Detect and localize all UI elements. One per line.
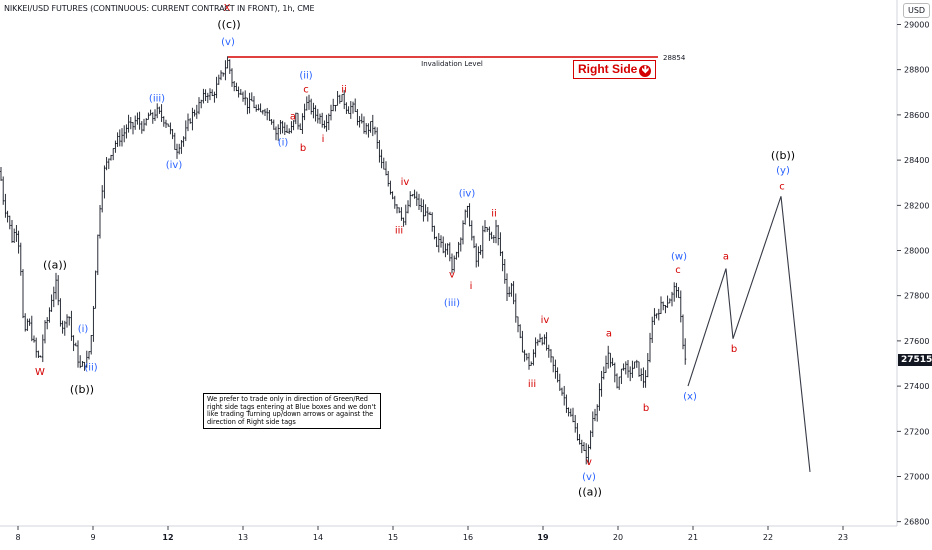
wave-label: b bbox=[643, 403, 649, 414]
wave-label: (iii) bbox=[149, 93, 165, 104]
wave-label: v bbox=[586, 457, 592, 468]
time-tick-label: 15 bbox=[388, 533, 398, 542]
trading-note: We prefer to trade only in direction of … bbox=[203, 393, 381, 430]
wave-label: iii bbox=[395, 226, 403, 237]
wave-label: W bbox=[35, 367, 45, 378]
wave-label: (ii) bbox=[299, 71, 312, 82]
wave-label: a bbox=[290, 111, 296, 122]
price-tick-label: 27200 bbox=[904, 427, 929, 436]
projection-path bbox=[687, 196, 811, 473]
wave-label: iii bbox=[528, 379, 536, 390]
wave-label: (v) bbox=[221, 37, 235, 48]
time-tick-label: 20 bbox=[613, 533, 623, 542]
wave-labels: X((c))(v)(iii)(iv)(ii)caii(i)biiviii(iv)… bbox=[35, 3, 795, 499]
wave-label: b bbox=[300, 143, 306, 154]
time-axis[interactable]: 8 9 12 13 14 15 16 19 20 21 22 23 bbox=[0, 525, 897, 542]
wave-label: (iv) bbox=[166, 160, 183, 171]
wave-label: c bbox=[303, 84, 309, 95]
price-tick-label: 28800 bbox=[904, 66, 929, 75]
wave-label: a bbox=[606, 328, 612, 339]
price-tick-label: 28600 bbox=[904, 111, 929, 120]
price-axis[interactable]: 29000 28800 28600 28400 28200 28000 27800 27600… bbox=[896, 0, 929, 527]
price-tick-label: 29000 bbox=[904, 21, 929, 30]
price-tick-label: 27000 bbox=[904, 473, 929, 482]
time-tick-label: 13 bbox=[238, 533, 248, 542]
time-tick-label: 19 bbox=[537, 533, 549, 542]
time-tick-label: 16 bbox=[463, 533, 473, 542]
wave-label: c bbox=[675, 265, 681, 276]
wave-label: v bbox=[449, 270, 455, 281]
wave-label: (y) bbox=[776, 166, 790, 177]
chart-title: NIKKEI/USD FUTURES (CONTINUOUS: CURRENT … bbox=[4, 4, 315, 13]
current-price-label: 27515 bbox=[898, 354, 932, 366]
price-tick-label: 27600 bbox=[904, 337, 929, 346]
wave-label: iv bbox=[401, 177, 410, 188]
wave-label: iv bbox=[541, 315, 550, 326]
time-tick-label: 9 bbox=[90, 533, 95, 542]
wave-label: a bbox=[723, 252, 729, 263]
wave-label: ((b)) bbox=[70, 383, 94, 396]
wave-label: c bbox=[779, 181, 785, 192]
wave-label: ((a)) bbox=[43, 259, 67, 272]
wave-label: (w) bbox=[671, 252, 687, 263]
price-bars bbox=[0, 56, 687, 465]
time-tick-label: 23 bbox=[838, 533, 848, 542]
wave-label: ((b)) bbox=[771, 149, 795, 162]
time-tick-label: 22 bbox=[763, 533, 773, 542]
price-tick-label: 28400 bbox=[904, 156, 929, 165]
time-tick-label: 8 bbox=[15, 533, 20, 542]
price-tick-label: 28000 bbox=[904, 247, 929, 256]
invalidation-label: Invalidation Level bbox=[421, 60, 483, 68]
time-tick-label: 21 bbox=[688, 533, 698, 542]
right-side-tag: Right Side 🡻 bbox=[573, 60, 657, 79]
wave-label: (i) bbox=[278, 137, 289, 148]
price-tick-label: 27400 bbox=[904, 382, 929, 391]
wave-label: (i) bbox=[78, 324, 89, 335]
wave-label: i bbox=[322, 134, 325, 145]
wave-label: i bbox=[470, 281, 473, 292]
wave-label: (iv) bbox=[459, 188, 476, 199]
time-tick-label: 14 bbox=[313, 533, 323, 542]
wave-label: (v) bbox=[582, 472, 596, 483]
wave-label: ((a)) bbox=[578, 486, 602, 499]
wave-label: b bbox=[731, 344, 737, 355]
wave-label: ii bbox=[341, 84, 347, 95]
wave-label: ((c)) bbox=[217, 18, 240, 31]
currency-button[interactable]: USD bbox=[903, 3, 931, 18]
price-tick-label: 27800 bbox=[904, 292, 929, 301]
right-side-label: Right Side bbox=[578, 62, 638, 76]
wave-label: X bbox=[224, 3, 231, 14]
wave-label: (iii) bbox=[444, 298, 460, 309]
time-tick-label: 12 bbox=[162, 533, 173, 542]
projection-line bbox=[687, 196, 811, 473]
wave-label: (ii) bbox=[84, 362, 97, 373]
price-tick-label: 26800 bbox=[904, 518, 929, 527]
price-tick-label: 28200 bbox=[904, 201, 929, 210]
down-arrow-icon: 🡻 bbox=[639, 65, 652, 77]
wave-label: ii bbox=[491, 209, 497, 220]
wave-label: (x) bbox=[683, 392, 697, 403]
invalidation-value: 28854 bbox=[663, 54, 686, 62]
